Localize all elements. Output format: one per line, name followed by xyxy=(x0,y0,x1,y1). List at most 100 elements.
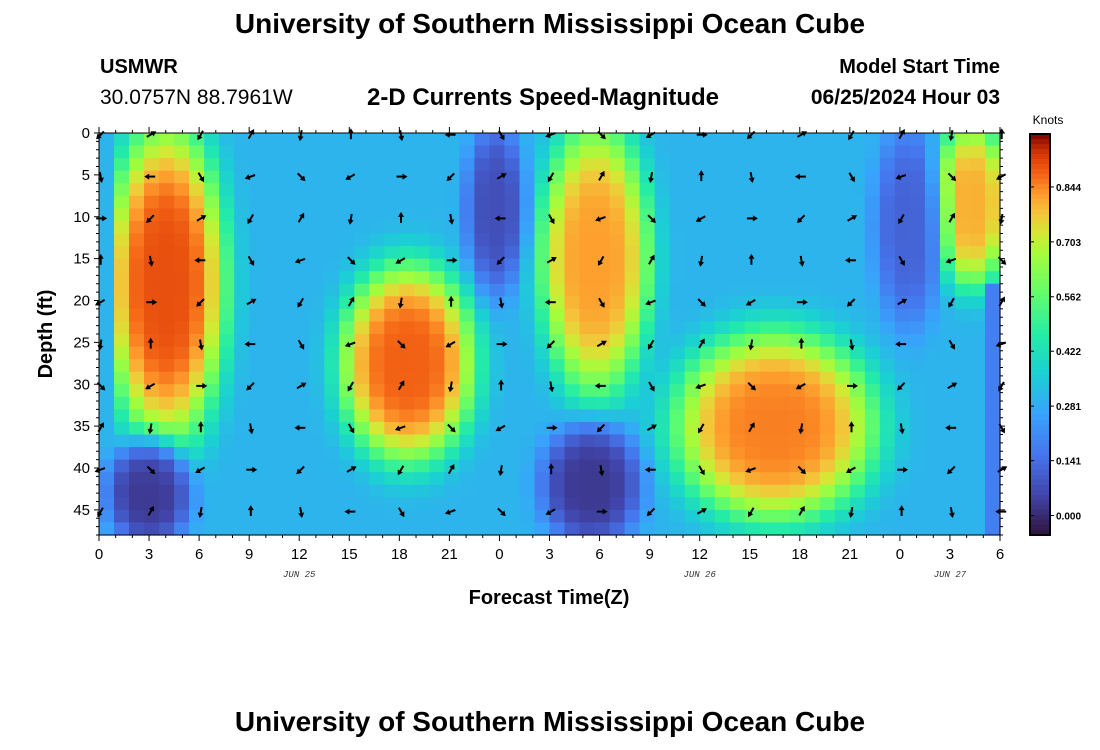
heatmap-cell xyxy=(639,271,656,285)
heatmap-cell xyxy=(474,334,491,348)
heatmap-cell xyxy=(489,346,506,360)
heatmap-cell xyxy=(804,321,821,335)
heatmap-cell xyxy=(249,271,265,285)
heatmap-cell xyxy=(699,497,716,511)
colorbar-segment xyxy=(1030,339,1050,346)
heatmap-cell xyxy=(159,447,175,461)
heatmap-cell xyxy=(564,220,581,235)
heatmap-cell xyxy=(984,447,1001,461)
heatmap-cell xyxy=(759,321,776,335)
heatmap-cell xyxy=(339,484,355,498)
heatmap-cell xyxy=(399,170,415,184)
heatmap-cell xyxy=(474,183,491,197)
colorbar-segment xyxy=(1030,364,1050,371)
heatmap-cell xyxy=(204,158,220,172)
heatmap-cell xyxy=(609,258,626,272)
heatmap-cell xyxy=(684,509,701,524)
heatmap-cell xyxy=(969,459,986,473)
heatmap-cell xyxy=(699,195,716,209)
heatmap-cell xyxy=(99,246,115,260)
heatmap-cell xyxy=(744,384,761,398)
heatmap-cell xyxy=(489,246,506,260)
heatmap-cell xyxy=(234,183,250,197)
colorbar-segment xyxy=(1030,359,1050,366)
heatmap-cell xyxy=(174,271,190,285)
heatmap-cell xyxy=(489,396,506,410)
heatmap-cell xyxy=(699,522,716,536)
heatmap-cell xyxy=(954,497,971,511)
heatmap-cell xyxy=(144,447,160,461)
heatmap-cell xyxy=(339,409,355,423)
heatmap-cell xyxy=(624,308,641,323)
heatmap-cell xyxy=(294,233,310,247)
heatmap-cell xyxy=(249,145,265,159)
heatmap-cell xyxy=(969,296,986,310)
heatmap-cell xyxy=(714,522,731,536)
heatmap-cell xyxy=(114,346,130,360)
heatmap-cell xyxy=(624,208,641,222)
heatmap-cell xyxy=(489,145,506,159)
heatmap-cell xyxy=(249,233,265,247)
heatmap-cell xyxy=(849,158,866,172)
heatmap-cell xyxy=(294,409,310,423)
heatmap-cell xyxy=(369,484,385,498)
current-vector-arrow xyxy=(496,173,507,180)
current-vector-arrow xyxy=(345,173,356,180)
heatmap-cell xyxy=(234,271,250,285)
heatmap-cell xyxy=(324,421,340,436)
heatmap-cell xyxy=(129,447,145,461)
x-tick-label: 0 xyxy=(95,546,103,563)
heatmap-cell xyxy=(549,220,566,235)
heatmap-cell xyxy=(699,158,716,172)
heatmap-cell xyxy=(729,308,746,323)
heatmap-cell xyxy=(249,246,265,260)
current-vector-arrow xyxy=(848,172,855,183)
heatmap-cell xyxy=(369,183,385,197)
heatmap-cell xyxy=(159,334,175,348)
heatmap-cell xyxy=(519,484,536,498)
heatmap-cell xyxy=(609,233,626,247)
heatmap-cell xyxy=(534,296,551,310)
heatmap-cell xyxy=(819,258,836,272)
heatmap-cell xyxy=(789,346,806,360)
heatmap-cell xyxy=(639,220,656,235)
heatmap-cell xyxy=(744,371,761,385)
heatmap-cell xyxy=(609,133,626,147)
heatmap-cell xyxy=(444,145,460,159)
heatmap-cell xyxy=(489,195,506,209)
heatmap-cell xyxy=(534,434,551,448)
x-tick-label: 0 xyxy=(896,546,904,563)
heatmap-cell xyxy=(204,346,220,360)
current-vector-arrow xyxy=(146,465,156,475)
heatmap-cell xyxy=(474,497,491,511)
heatmap-cell xyxy=(504,421,521,436)
heatmap-cell xyxy=(834,447,851,461)
heatmap-cell xyxy=(459,158,476,172)
heatmap-cell xyxy=(774,145,791,159)
heatmap-cell xyxy=(654,459,671,473)
heatmap-cell xyxy=(939,359,956,373)
current-vector-arrow xyxy=(197,506,204,518)
heatmap-cell xyxy=(684,346,701,360)
heatmap-cell xyxy=(279,396,295,410)
heatmap-cell xyxy=(414,283,430,297)
heatmap-cell xyxy=(984,271,1001,285)
current-vector-arrow xyxy=(246,466,258,473)
heatmap-cell xyxy=(474,296,491,310)
heatmap-cell xyxy=(99,233,115,247)
heatmap-cell xyxy=(804,434,821,448)
heatmap-cell xyxy=(234,421,250,436)
heatmap-cell xyxy=(414,208,430,222)
heatmap-cell xyxy=(849,522,866,536)
heatmap-cell xyxy=(849,434,866,448)
heatmap-cell xyxy=(324,208,340,222)
heatmap-cell xyxy=(594,246,611,260)
heatmap-cell xyxy=(339,133,355,147)
heatmap-cell xyxy=(954,384,971,398)
heatmap-cell xyxy=(819,208,836,222)
colorbar-segment xyxy=(1030,329,1050,336)
heatmap-cell xyxy=(354,170,370,184)
x-tick-label: 6 xyxy=(195,546,203,563)
heatmap-cell xyxy=(174,359,190,373)
heatmap-cell xyxy=(279,158,295,172)
